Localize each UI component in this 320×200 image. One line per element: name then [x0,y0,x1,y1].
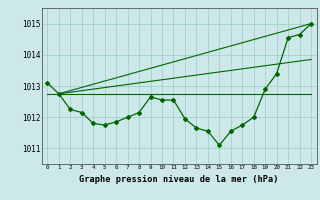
X-axis label: Graphe pression niveau de la mer (hPa): Graphe pression niveau de la mer (hPa) [79,175,279,184]
